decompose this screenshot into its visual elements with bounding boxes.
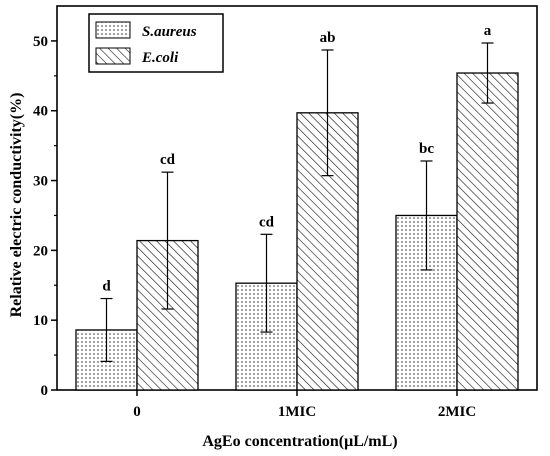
x-tick-label: 2MIC — [438, 404, 476, 420]
legend-swatch-s-aureus — [95, 21, 131, 39]
legend: S.aureus E.coli — [88, 13, 224, 73]
significance-label-s-aureus: d — [102, 279, 111, 295]
significance-label-s-aureus: cd — [259, 214, 275, 230]
x-axis-title: AgEo concentration(μL/mL) — [202, 433, 397, 450]
significance-label-e-coli: ab — [320, 30, 336, 46]
significance-label-s-aureus: bc — [419, 141, 434, 157]
y-tick-label: 30 — [33, 174, 48, 190]
x-tick-label: 1MIC — [278, 404, 316, 420]
significance-label-e-coli: a — [484, 23, 492, 39]
y-tick-label: 40 — [33, 104, 48, 120]
x-tick-label: 0 — [133, 404, 141, 420]
y-tick-label: 0 — [41, 383, 49, 399]
y-axis-title: Relative electric conductivity(%) — [8, 93, 25, 318]
legend-label-s-aureus: S.aureus — [142, 24, 197, 40]
y-tick-label: 10 — [33, 313, 48, 329]
bar-e-coli — [456, 72, 519, 391]
legend-swatch-e-coli — [95, 47, 131, 65]
bar-labels: d cd bc cd ab a — [102, 23, 491, 295]
legend-label-e-coli: E.coli — [141, 50, 179, 66]
bars — [75, 72, 519, 391]
error-bars — [100, 42, 494, 362]
y-axis: 0 10 20 30 40 50 — [33, 34, 57, 399]
x-axis: 0 1MIC 2MIC — [133, 390, 476, 420]
y-tick-label: 20 — [33, 243, 48, 259]
significance-label-e-coli: cd — [160, 152, 176, 168]
y-tick-label: 50 — [33, 34, 48, 50]
